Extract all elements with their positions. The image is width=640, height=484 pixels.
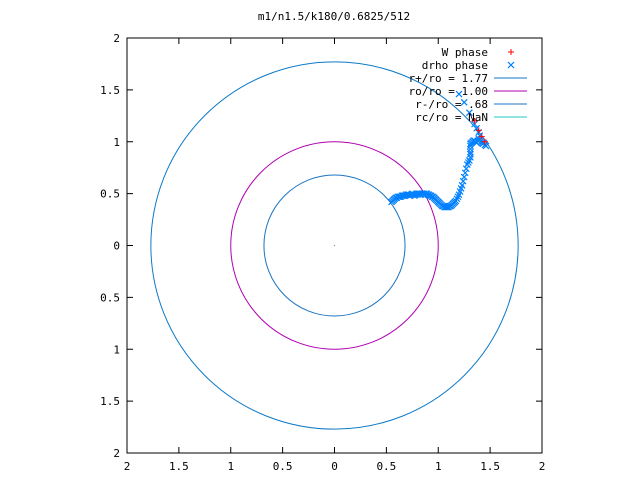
circle-3: [230, 141, 439, 350]
x-tick-label: 0.5: [376, 460, 396, 473]
data-point: [471, 120, 478, 128]
data-point: [452, 197, 460, 205]
data-point: [466, 148, 474, 156]
y-tick-label: 1: [113, 136, 120, 149]
data-point: [398, 192, 406, 200]
y-tick-label: 1.5: [100, 395, 120, 408]
x-tick-label: 1.5: [169, 460, 189, 473]
data-point: [446, 202, 454, 210]
data-point: [465, 109, 473, 117]
data-point: [461, 169, 469, 177]
chart-title: m1/n1.5/k180/0.6825/512: [258, 10, 410, 23]
data-point: [428, 193, 436, 201]
circle-4: [263, 174, 406, 317]
data-point: [463, 161, 471, 168]
legend-marker-1: [507, 61, 515, 69]
x-tick-label: 2: [124, 460, 131, 473]
legend-label-1: drho phase: [422, 59, 488, 72]
data-point: [394, 193, 402, 201]
data-point: [454, 193, 462, 201]
data-point: [466, 153, 474, 161]
data-point: [471, 118, 478, 124]
legend-label-0: W phase: [442, 46, 488, 59]
circle-series: [150, 61, 519, 430]
axis-ticks: 2 1.5 1 0.5 0 0.5 1 1.5 221.510.500.511.52: [100, 32, 545, 473]
data-point: [459, 177, 467, 185]
data-point: [482, 142, 490, 150]
data-point: [458, 181, 466, 189]
legend-label-4: r-/ro = .68: [415, 98, 488, 111]
legend-marker-0: [508, 49, 514, 55]
y-tick-label: 0: [113, 240, 120, 253]
y-tick-label: 2: [113, 447, 120, 460]
x-tick-label: 2: [539, 460, 546, 473]
data-point: [460, 173, 468, 181]
center-point: [333, 244, 336, 247]
data-point: [464, 159, 472, 166]
x-tick-label: 0: [331, 460, 338, 473]
y-tick-label: 0.5: [100, 188, 120, 201]
data-point: [475, 127, 482, 134]
data-point: [478, 133, 485, 140]
data-point: [466, 145, 474, 153]
data-point: [466, 150, 474, 158]
point-series: [388, 90, 490, 211]
data-point: [460, 98, 468, 106]
legend-label-5: rc/ro = NaN: [415, 111, 488, 124]
data-point: [402, 191, 410, 199]
y-tick-label: 0.5: [100, 291, 120, 304]
y-tick-label: 1: [113, 343, 120, 356]
legend-label-2: r+/ro = 1.77: [409, 72, 488, 85]
data-point: [455, 90, 463, 98]
x-tick-label: 0.5: [273, 460, 293, 473]
circle-2: [150, 61, 519, 430]
legend-label-3: ro/ro = 1.00: [409, 85, 488, 98]
y-tick-label: 1.5: [100, 84, 120, 97]
data-point: [481, 138, 488, 145]
x-tick-label: 1: [227, 460, 234, 473]
data-point: [480, 139, 488, 147]
x-tick-label: 1.5: [480, 460, 500, 473]
data-point: [462, 165, 470, 173]
data-point: [404, 191, 412, 199]
data-point: [453, 195, 461, 203]
data-point: [442, 203, 449, 211]
x-tick-label: 1: [435, 460, 442, 473]
y-tick-label: 2: [113, 32, 120, 45]
